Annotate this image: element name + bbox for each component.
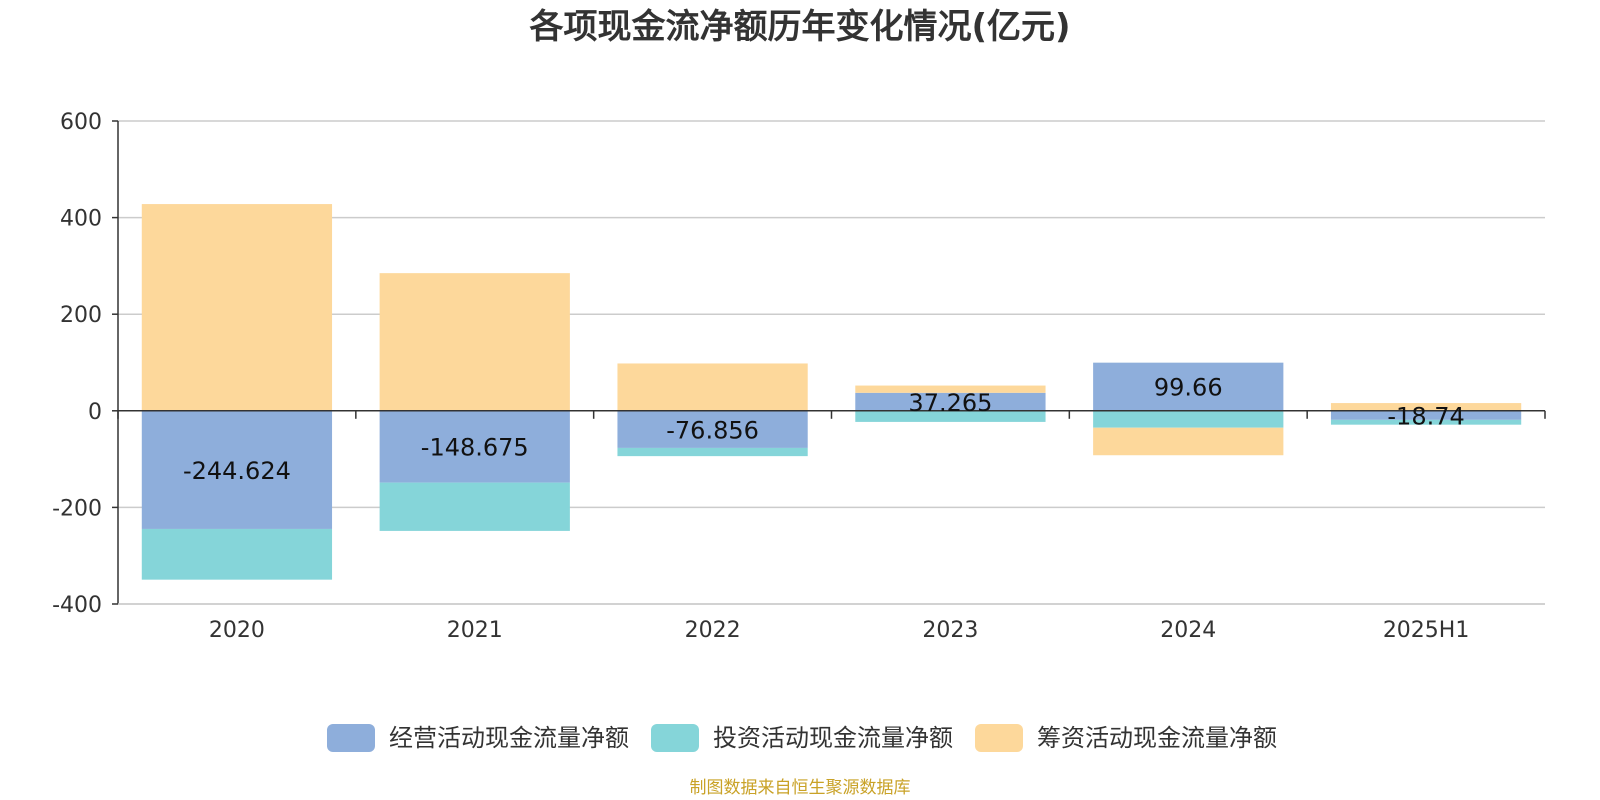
data-label-2023: 37.265 — [908, 389, 992, 417]
source-note: 制图数据来自恒生聚源数据库 — [690, 778, 911, 798]
bar-series3-2024 — [1093, 427, 1284, 456]
bar-series1-2021 — [379, 410, 570, 483]
data-label-2020: -244.624 — [183, 457, 291, 485]
bar-series1-2023 — [855, 392, 1046, 411]
bar-series1-2025H1 — [1330, 410, 1522, 420]
bar-series2-2022 — [617, 447, 808, 457]
bar-series3-2021 — [379, 273, 570, 411]
data-label-2022: -76.856 — [666, 416, 759, 444]
data-label-2025H1: -18.74 — [1387, 402, 1464, 430]
axes: -400 -200 0 200 400 600 2020 2021 2022 2023 2024 20… — [52, 110, 1546, 643]
legend-swatch-3 — [975, 724, 1023, 752]
legend-label-3: 筹资活动现金流量净额 — [1037, 724, 1277, 752]
bar-series1-2022 — [617, 410, 808, 448]
data-label-2021: -148.675 — [421, 434, 529, 462]
bar-series1-2020 — [141, 410, 333, 529]
bar-series2-2024 — [1093, 410, 1284, 428]
legend-swatch-1 — [327, 724, 375, 752]
x-tick-label-2023: 2023 — [922, 618, 978, 643]
y-tick-label: 0 — [88, 400, 102, 425]
x-tick-label-2021: 2021 — [447, 618, 503, 643]
bar-series3-2022 — [617, 363, 808, 411]
bar-series2-2025H1 — [1330, 419, 1522, 425]
y-tick-label: 600 — [60, 110, 102, 135]
bar-series3-2025H1 — [1330, 403, 1522, 411]
bar-series2-2020 — [141, 528, 333, 580]
y-tick-label: 200 — [60, 303, 102, 328]
data-labels: -244.624 -148.675 -76.856 37.265 99.66 -18.74 — [183, 374, 1465, 485]
y-tick-label: -400 — [52, 593, 102, 618]
data-label-2024: 99.66 — [1154, 374, 1223, 402]
chart-title: 各项现金流净额历年变化情况(亿元) — [529, 7, 1070, 47]
bar-series2-2023 — [855, 410, 1046, 422]
legend-label-1: 经营活动现金流量净额 — [389, 724, 629, 752]
x-tick-label-2020: 2020 — [209, 618, 265, 643]
legend: 经营活动现金流量净额 投资活动现金流量净额 筹资活动现金流量净额 — [327, 724, 1277, 752]
bars — [141, 204, 1522, 580]
legend-swatch-2 — [651, 724, 699, 752]
bar-series1-2024 — [1093, 362, 1284, 411]
bar-series3-2023 — [855, 385, 1046, 393]
y-tick-label: -200 — [52, 496, 102, 521]
x-tick-label-2022: 2022 — [685, 618, 741, 643]
bar-series3-2020 — [141, 204, 333, 411]
y-tick-label: 400 — [60, 207, 102, 232]
x-tick-label-2025H1: 2025H1 — [1383, 618, 1470, 643]
legend-label-2: 投资活动现金流量净额 — [713, 724, 953, 752]
bar-series2-2021 — [379, 482, 570, 531]
x-tick-label-2024: 2024 — [1160, 618, 1216, 643]
